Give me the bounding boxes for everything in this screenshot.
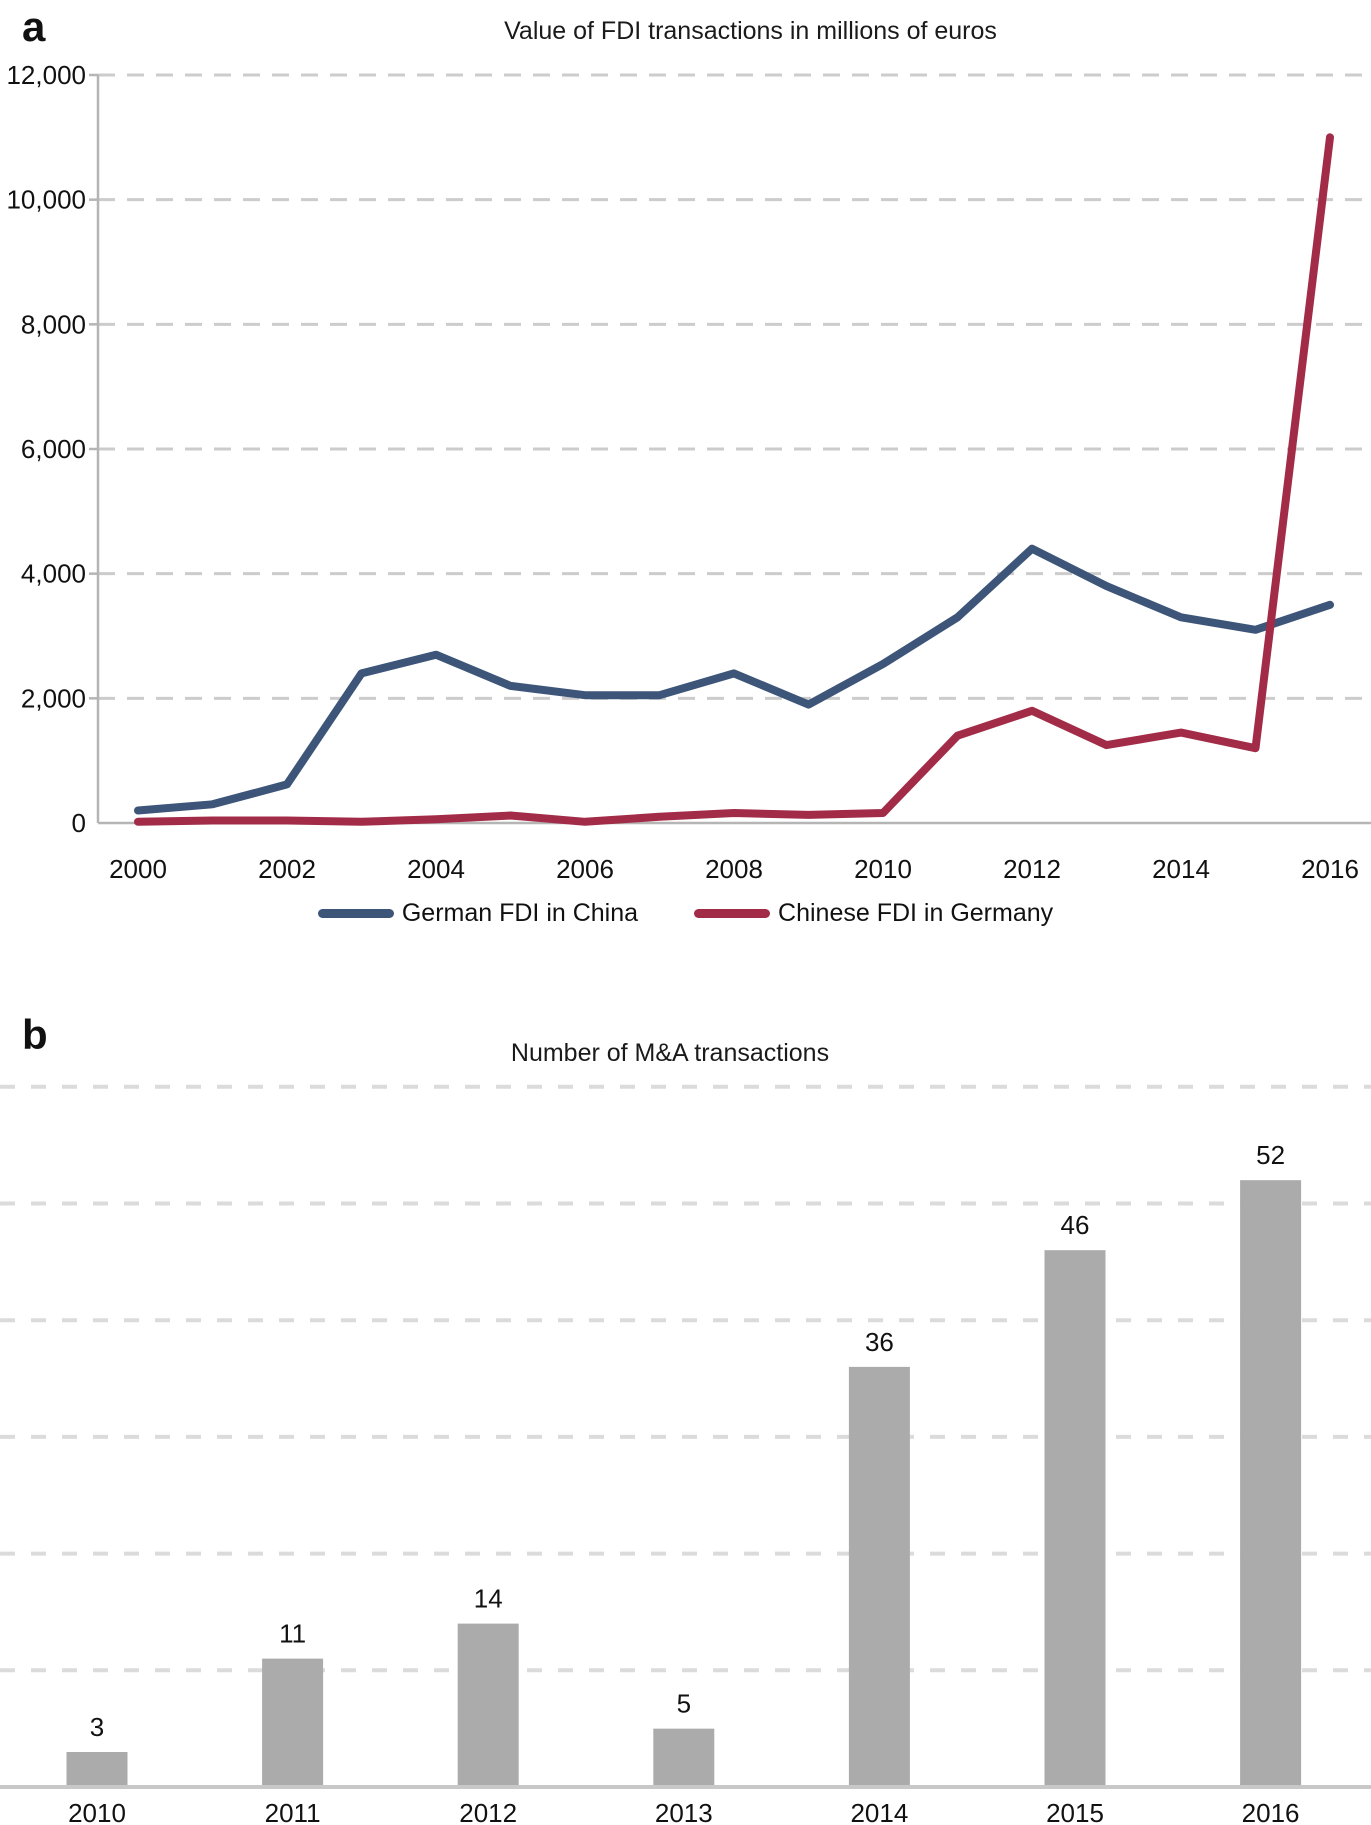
x-axis-label-2010: 2010 — [854, 854, 912, 884]
y-axis-label-8000: 8,000 — [21, 309, 86, 339]
legend-item-chinese-fdi: Chinese FDI in Germany — [694, 899, 1053, 928]
bar-2010 — [66, 1751, 128, 1787]
bar-value-label-2015: 46 — [1061, 1210, 1090, 1240]
x-axis-label-2010: 2010 — [68, 1798, 126, 1825]
bar-2011 — [262, 1658, 324, 1787]
series-line-german-fdi-in-china — [134, 544, 1334, 815]
ma-transactions-bar-chart: 3 2010 11 2011 14 2012 5 2013 36 2014 46 2015 52 2016 — [0, 1084, 1371, 1825]
y-axis-label-4000: 4,000 — [21, 559, 86, 589]
bar-2013 — [653, 1728, 715, 1787]
x-axis-label-2012: 2012 — [1003, 854, 1061, 884]
german-fdi-line-swatch — [317, 909, 394, 918]
x-axis-label-2014: 2014 — [1152, 854, 1210, 884]
x-axis-label-2016: 2016 — [1301, 854, 1359, 884]
y-axis-label-6000: 6,000 — [21, 434, 86, 464]
x-axis-label-2006: 2006 — [556, 854, 614, 884]
y-axis-label-0: 0 — [72, 808, 86, 838]
bar-value-label-2013: 5 — [677, 1689, 691, 1719]
series-line-chinese-fdi-in-germany — [134, 133, 1334, 826]
x-axis-label-2015: 2015 — [1046, 1798, 1104, 1825]
chart-a-legend: German FDI in China Chinese FDI in Germa… — [0, 899, 1371, 928]
fdi-value-line-chart: 0 2,000 4,000 6,000 8,000 10,000 12,000 2000 200… — [6, 60, 1371, 884]
bar-2016 — [1240, 1180, 1302, 1787]
legend-item-german-fdi: German FDI in China — [317, 899, 639, 928]
x-axis-label-2014: 2014 — [850, 1798, 908, 1825]
x-axis-label-2013: 2013 — [655, 1798, 713, 1825]
y-axis-label-2000: 2,000 — [21, 683, 86, 713]
chart-b-title: Number of M&A transactions — [510, 1039, 830, 1067]
panel-b-label: b — [22, 1011, 48, 1058]
x-axis-label-2008: 2008 — [705, 854, 763, 884]
bar-2012 — [457, 1623, 519, 1787]
chart-a-title: Value of FDI transactions in millions of… — [504, 17, 997, 45]
legend-label-chinese-fdi: Chinese FDI in Germany — [778, 899, 1054, 927]
x-axis-label-2011: 2011 — [265, 1798, 321, 1825]
bar-value-label-2011: 11 — [279, 1619, 306, 1649]
x-axis-label-2000: 2000 — [109, 854, 167, 884]
y-axis-label-12000: 12,000 — [6, 60, 86, 90]
x-axis-label-2016: 2016 — [1242, 1798, 1300, 1825]
bar-value-label-2016: 52 — [1256, 1140, 1285, 1170]
bar-2015 — [1044, 1250, 1106, 1787]
x-axis-label-2004: 2004 — [407, 854, 465, 884]
bar-value-label-2012: 14 — [474, 1584, 503, 1614]
x-axis-label-2012: 2012 — [459, 1798, 517, 1825]
x-axis-label-2002: 2002 — [258, 854, 316, 884]
bar-value-label-2014: 36 — [865, 1327, 894, 1357]
chinese-fdi-line-swatch — [694, 909, 771, 918]
bar-value-label-2010: 3 — [90, 1712, 104, 1742]
legend-label-german-fdi: German FDI in China — [401, 899, 639, 927]
bar-2014 — [848, 1366, 910, 1787]
y-axis-label-10000: 10,000 — [6, 185, 86, 215]
panel-a-label: a — [22, 3, 46, 50]
